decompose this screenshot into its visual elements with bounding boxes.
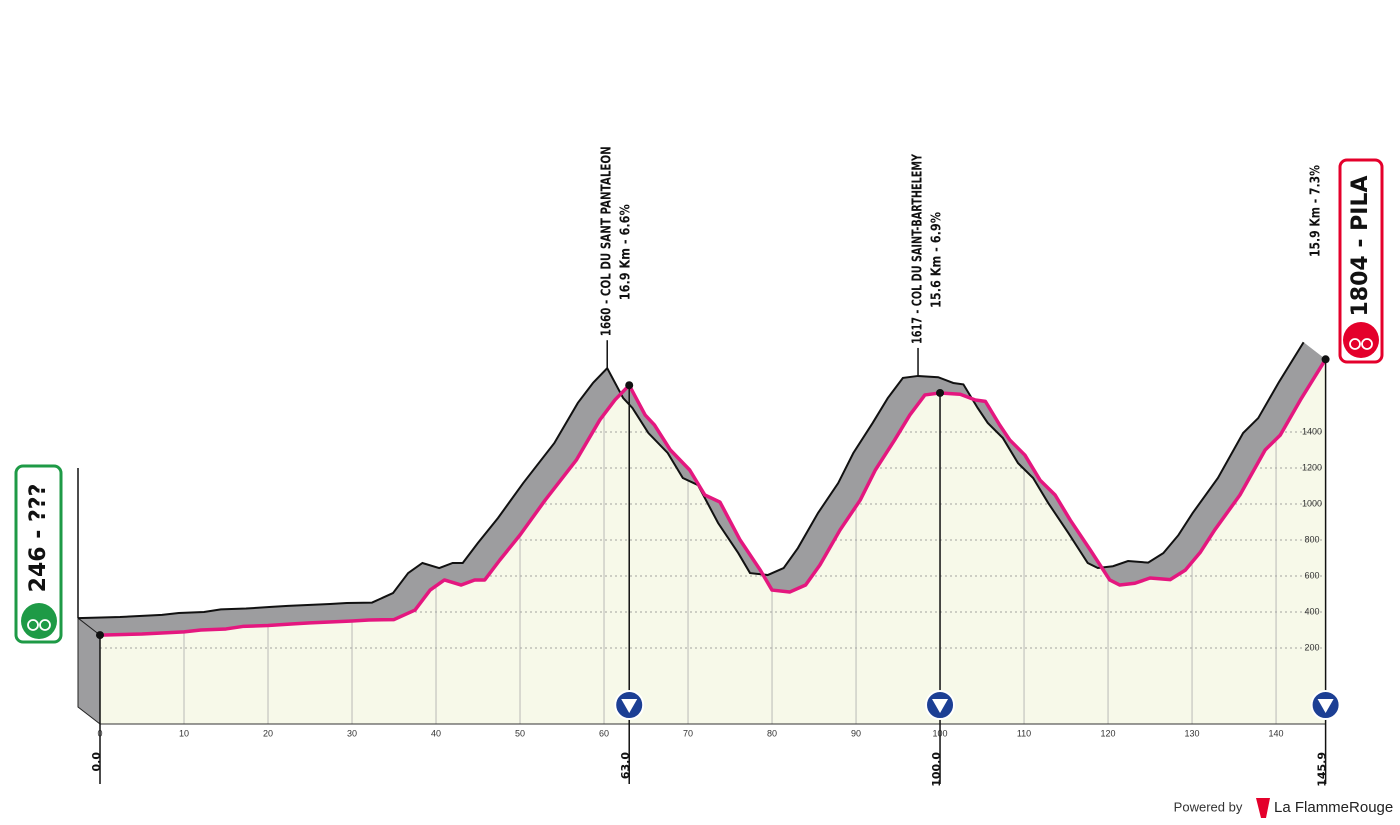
x-tick-label: 110	[1017, 728, 1031, 738]
y-tick-label: 1400	[1302, 426, 1322, 436]
elevation-line	[99, 358, 1328, 637]
finish-detail: 15.9 Km - 7.3%	[1309, 165, 1324, 257]
x-tick-label: 70	[683, 728, 693, 738]
y-tick-label: 200	[1304, 642, 1319, 652]
x-tick-label: 140	[1269, 728, 1284, 738]
climb-detail: 15.6 Km - 6.9%	[930, 212, 945, 308]
finish-label: 1804 - PILA	[1348, 175, 1373, 316]
finish-icon-wheel	[1349, 338, 1361, 350]
y-tick-label: 400	[1304, 606, 1319, 616]
x-tick-label: 120	[1101, 728, 1116, 738]
marker-arrow	[1317, 699, 1334, 713]
x-tick-label: 50	[515, 728, 525, 738]
distance-label: 63.0	[619, 752, 632, 779]
x-tick-label: 30	[347, 728, 357, 738]
powered-by: Powered by	[1174, 799, 1243, 814]
marker-arrow	[932, 699, 949, 713]
distance-label: 100.0	[930, 752, 943, 787]
distance-label: 0.0	[90, 752, 103, 772]
brand-name: La FlammeRouge	[1274, 799, 1393, 816]
x-tick-label: 90	[851, 728, 861, 738]
marker-dot	[1321, 355, 1330, 364]
x-tick-label: 60	[599, 728, 609, 738]
marker-dot	[96, 631, 104, 640]
marker-dot	[936, 388, 945, 397]
finish-box	[1338, 158, 1384, 364]
start-icon-wheel	[27, 619, 39, 631]
start-icon	[21, 603, 57, 639]
brand-logo	[1256, 798, 1270, 818]
finish-icon-wheel	[1361, 338, 1373, 350]
y-tick-label: 600	[1304, 570, 1319, 580]
climb-name: 1617 - COL DU SAINT-BARTHELEMY	[911, 154, 926, 344]
finish-icon	[1343, 322, 1379, 358]
start-icon-wheel	[39, 619, 51, 631]
x-tick-label: 40	[431, 728, 441, 738]
marker-dot	[625, 381, 634, 390]
x-tick-label: 80	[767, 728, 777, 738]
distance-label: 145.9	[1316, 752, 1329, 787]
y-tick-label: 800	[1304, 534, 1319, 544]
profile-edge	[77, 341, 1305, 620]
x-tick-label: 10	[179, 728, 189, 738]
climb-name: 1660 - COL DU SANT PANTALEON	[600, 146, 615, 336]
climb-detail: 16.9 Km - 6.6%	[619, 204, 634, 300]
profile-area	[99, 358, 1326, 725]
y-tick-label: 1000	[1302, 498, 1322, 508]
marker-arrow	[621, 699, 638, 713]
x-tick-label: 130	[1185, 728, 1200, 738]
x-tick-label: 20	[263, 728, 273, 738]
start-label: 246 - ???	[26, 484, 51, 593]
start-box	[14, 464, 63, 644]
y-tick-label: 1200	[1302, 462, 1322, 472]
